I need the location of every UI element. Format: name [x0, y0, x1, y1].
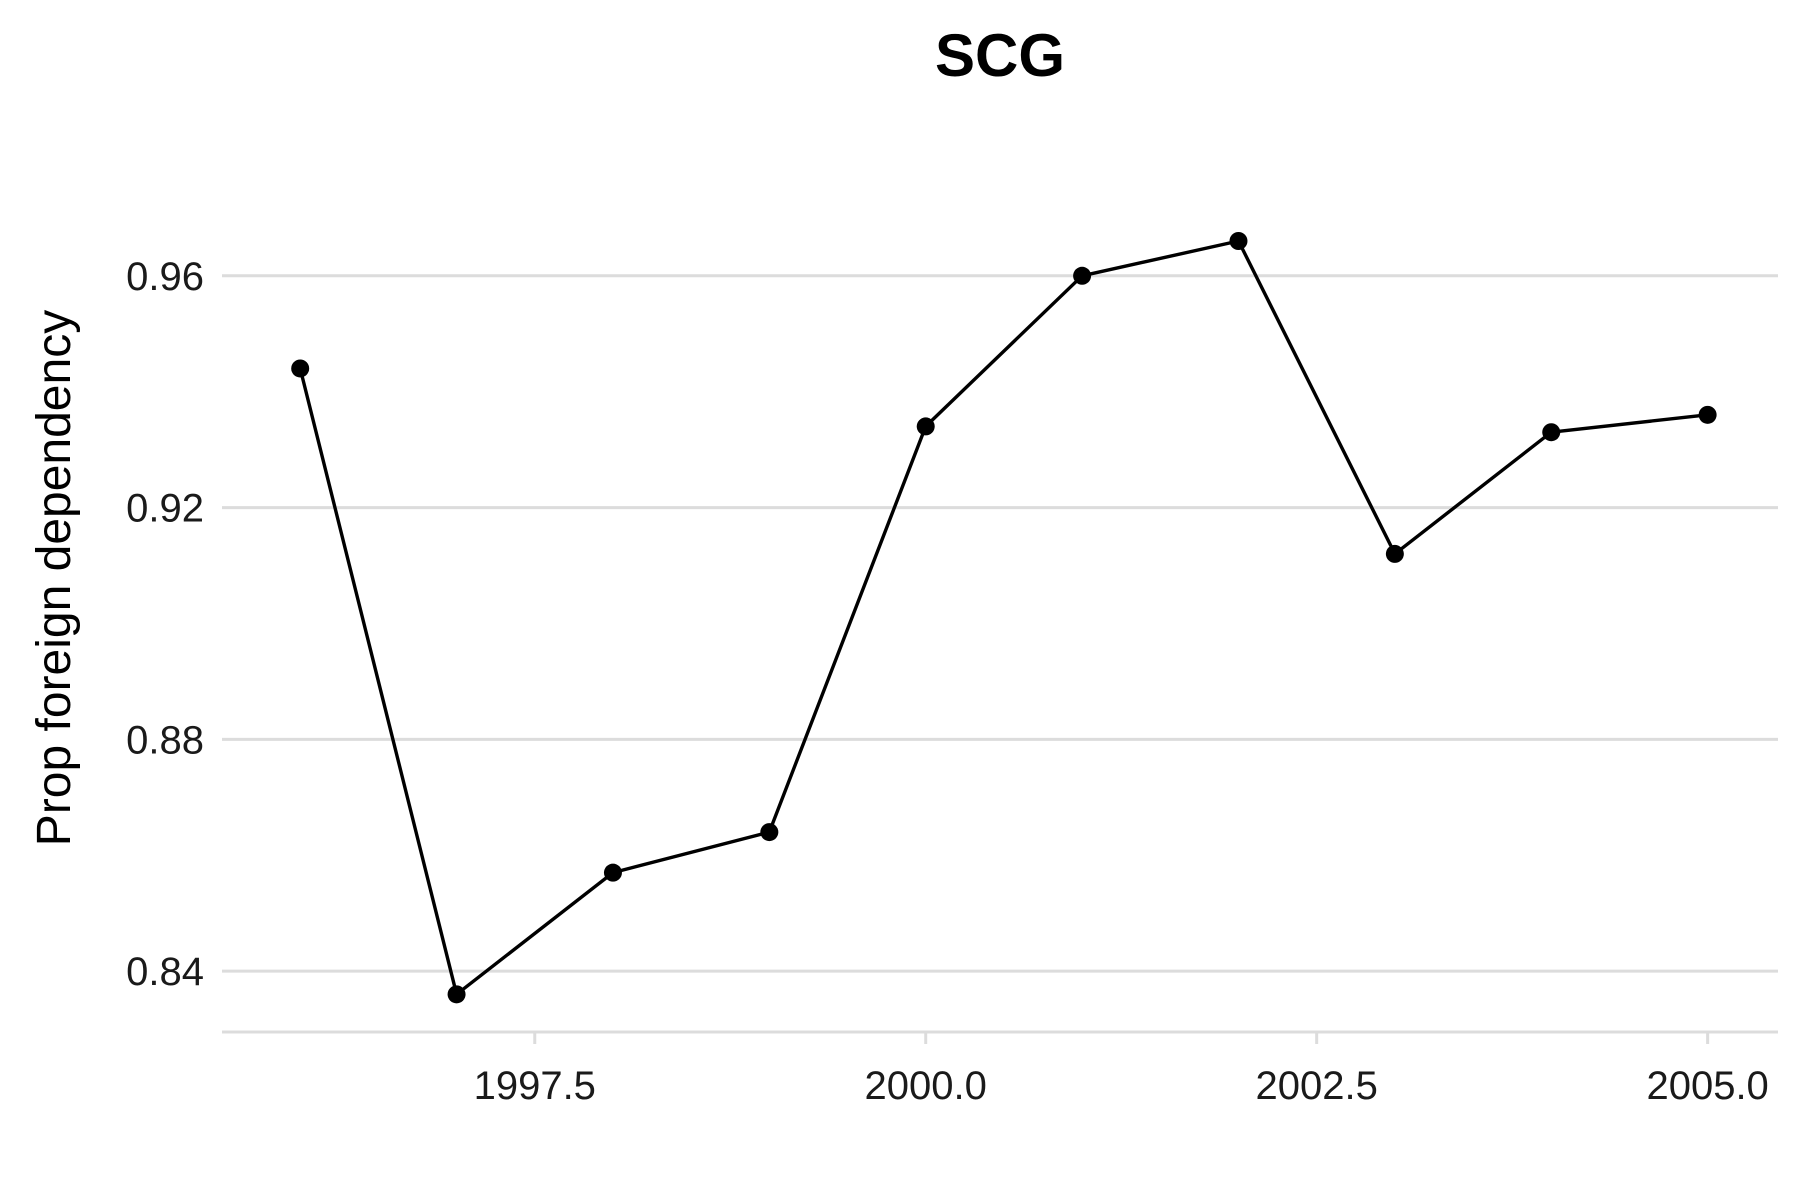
series-line — [298, 239, 1708, 996]
data-point — [1542, 423, 1561, 442]
data-point — [1385, 544, 1404, 563]
y-tick-label: 0.96 — [126, 255, 204, 299]
data-point — [447, 985, 466, 1004]
data-point — [1698, 405, 1717, 424]
x-tick-label: 2005.0 — [1646, 1064, 1768, 1108]
y-tick-label: 0.92 — [126, 487, 204, 531]
x-tick-label: 2000.0 — [865, 1064, 987, 1108]
y-tick-label: 0.84 — [126, 950, 204, 994]
series-layer — [298, 239, 1708, 996]
y-tick-labels: 0.84 0.88 0.92 0.96 — [126, 255, 204, 994]
data-point — [1073, 266, 1092, 285]
data-point — [291, 359, 310, 378]
chart-title: SCG — [935, 22, 1065, 89]
data-point — [916, 417, 935, 436]
data-point — [1229, 232, 1248, 250]
data-points — [291, 232, 1717, 1004]
gridlines — [222, 274, 1778, 973]
data-point — [760, 823, 779, 842]
data-point — [603, 863, 622, 882]
x-tick-labels: 1997.5 2000.0 2002.5 2005.0 — [474, 1032, 1769, 1108]
x-tick-label: 1997.5 — [474, 1064, 596, 1108]
x-tick-label: 2002.5 — [1256, 1064, 1378, 1108]
y-tick-label: 0.88 — [126, 718, 204, 762]
y-axis-label: Prop foreign dependency — [28, 310, 81, 846]
